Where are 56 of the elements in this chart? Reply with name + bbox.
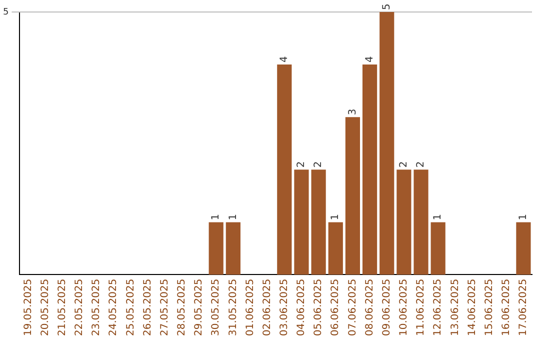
bar	[380, 12, 394, 275]
data-label: 2	[416, 161, 427, 168]
data-label: 1	[210, 214, 222, 220]
data-label: 4	[364, 56, 376, 63]
data-label: 2	[398, 161, 410, 168]
x-tick-label: 25.05.2025	[125, 278, 136, 336]
x-tick-label: 12.06.2025	[432, 278, 444, 336]
x-tick-label: 01.06.2025	[244, 278, 256, 336]
data-label: 1	[432, 214, 444, 220]
x-tick-label: 30.05.2025	[210, 278, 222, 336]
x-tick-label: 26.05.2025	[142, 278, 154, 336]
bar	[414, 170, 428, 275]
data-label: 5	[381, 4, 392, 10]
data-label: 3	[347, 108, 358, 116]
data-label: 2	[296, 161, 308, 168]
bar	[294, 170, 309, 275]
x-tick-label: 24.05.2025	[108, 278, 120, 336]
data-label: 1	[518, 214, 530, 220]
data-label: 1	[330, 214, 342, 220]
x-tick-label: 14.06.2025	[466, 278, 478, 336]
x-tick-label: 11.06.2025	[416, 278, 427, 336]
data-label: 1	[228, 214, 239, 220]
x-tick-label: 17.06.2025	[518, 278, 530, 336]
x-tick-label: 04.06.2025	[296, 278, 308, 336]
data-label: 2	[313, 161, 324, 168]
x-tick-label: 15.06.2025	[484, 278, 495, 336]
x-tick-label: 10.06.2025	[398, 278, 410, 336]
x-tick-label: 03.06.2025	[278, 278, 290, 336]
x-tick-label: 23.05.2025	[91, 278, 102, 336]
x-tick-label: 19.05.2025	[22, 278, 34, 336]
bar	[516, 222, 531, 275]
bar	[345, 117, 360, 275]
x-tick-label: 05.06.2025	[313, 278, 324, 336]
x-tick-label: 29.05.2025	[194, 278, 205, 336]
x-tick-label: 20.05.2025	[40, 278, 51, 336]
x-tick-label: 28.05.2025	[176, 278, 188, 336]
x-tick-label: 02.06.2025	[262, 278, 273, 336]
x-tick-label: 16.06.2025	[500, 278, 512, 336]
bar	[430, 222, 446, 275]
x-tick-label: 21.05.2025	[57, 278, 68, 336]
x-tick-label: 08.06.2025	[364, 278, 376, 336]
data-label: 4	[278, 56, 290, 63]
x-tick-label: 31.05.2025	[228, 278, 239, 336]
bar	[362, 64, 378, 275]
x-tick-label: 09.06.2025	[381, 278, 392, 336]
x-tick-label: 06.06.2025	[330, 278, 342, 336]
x-tick-label: 27.05.2025	[159, 278, 170, 336]
bar	[208, 222, 224, 275]
bar	[277, 64, 292, 275]
x-tick-label: 07.06.2025	[347, 278, 358, 336]
x-tick-label: 22.05.2025	[74, 278, 86, 336]
x-tick-label: 13.06.2025	[450, 278, 461, 336]
bar	[328, 222, 343, 275]
bar	[226, 222, 240, 275]
bar	[396, 170, 412, 275]
bar	[311, 170, 326, 275]
